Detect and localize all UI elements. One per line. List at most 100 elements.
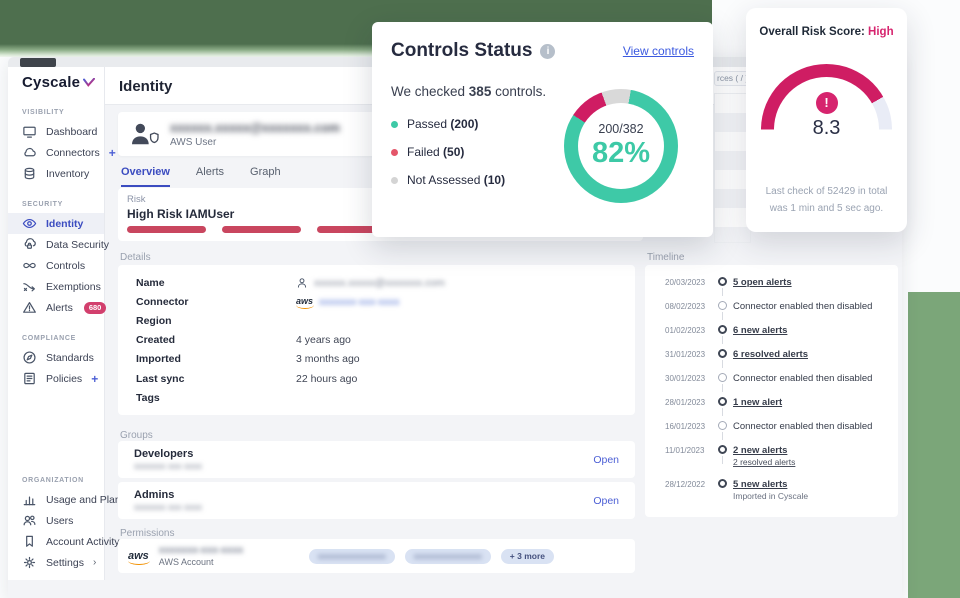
open-group-link[interactable]: Open bbox=[593, 494, 619, 507]
sidebar-item-account-activity[interactable]: Account Activity bbox=[8, 531, 120, 552]
background-right-strip bbox=[908, 292, 960, 598]
controls-summary: We checked 385 controls. bbox=[391, 84, 547, 99]
timeline-text: Connector enabled then disabled bbox=[733, 301, 873, 312]
aws-icon: aws bbox=[128, 549, 150, 565]
bookmark-icon bbox=[22, 534, 37, 549]
user-email-redacted: xxxxxx.xxxxx@xxxxxxx.com bbox=[170, 120, 340, 135]
risk-gauge bbox=[761, 64, 892, 130]
user-shield-avatar-icon bbox=[132, 123, 159, 145]
window-chrome-pill bbox=[20, 58, 56, 67]
risk-level-value: High bbox=[868, 26, 894, 38]
cloud-lock-icon bbox=[22, 237, 37, 252]
tab-bar: Overview Alerts Graph bbox=[121, 166, 281, 187]
sidebar-section-visibility: VISIBILITY bbox=[22, 109, 65, 116]
sidebar-item-policies[interactable]: Policies + bbox=[8, 368, 104, 389]
timeline-marker-icon bbox=[717, 397, 727, 406]
timeline-section-label: Timeline bbox=[647, 252, 685, 263]
chevron-right-icon[interactable]: › bbox=[92, 557, 97, 568]
sidebar-item-usage-and-plans[interactable]: Usage and Plans bbox=[8, 489, 126, 510]
group-row-developers: Developers xxxxxxx xxx xxxx Open bbox=[118, 441, 635, 478]
eye-icon bbox=[22, 216, 37, 231]
detail-row-tags: Tags bbox=[136, 391, 160, 404]
bar-chart-icon bbox=[22, 492, 37, 507]
tab-alerts[interactable]: Alerts bbox=[195, 166, 225, 178]
timeline-link[interactable]: 5 new alerts bbox=[733, 479, 788, 490]
risk-bar bbox=[222, 226, 301, 233]
aws-account-name-redacted: xxxxxxx-xxx-xxxx bbox=[158, 545, 244, 556]
timeline-link[interactable]: 6 new alerts bbox=[733, 325, 788, 336]
risk-severity-bars bbox=[127, 226, 634, 233]
timeline-marker-icon bbox=[717, 445, 727, 454]
sidebar-item-settings[interactable]: Settings › bbox=[8, 552, 104, 573]
timeline-link[interactable]: 1 new alert bbox=[733, 397, 783, 408]
risk-bar bbox=[317, 226, 396, 233]
timeline-sub-link[interactable]: 2 resolved alerts bbox=[733, 457, 796, 467]
risk-label: Risk bbox=[127, 194, 146, 205]
database-icon bbox=[22, 166, 37, 181]
sidebar-item-identity[interactable]: Identity bbox=[8, 213, 104, 234]
document-icon bbox=[22, 371, 37, 386]
gear-icon bbox=[22, 555, 37, 570]
flow-arrow-icon bbox=[22, 279, 37, 294]
sidebar-item-inventory[interactable]: Inventory bbox=[8, 163, 104, 184]
timeline-link[interactable]: 6 resolved alerts bbox=[733, 349, 808, 360]
controls-status-title: Controls Status bbox=[391, 40, 533, 61]
user-type-label: AWS User bbox=[170, 136, 217, 148]
group-sub-redacted: xxxxxxx xxx xxxx bbox=[134, 502, 203, 512]
open-group-link[interactable]: Open bbox=[593, 453, 619, 466]
failed-dot-icon bbox=[391, 148, 398, 156]
timeline-marker-icon bbox=[717, 301, 727, 310]
sidebar-item-dashboard[interactable]: Dashboard bbox=[8, 121, 104, 142]
view-controls-link[interactable]: View controls bbox=[622, 44, 694, 58]
timeline-text: Connector enabled then disabled bbox=[733, 373, 873, 384]
risk-bar bbox=[127, 226, 206, 233]
permissions-panel: aws xxxxxxx-xxx-xxxx AWS Account xxxxxxx… bbox=[118, 539, 635, 573]
sidebar-item-exemptions[interactable]: Exemptions bbox=[8, 276, 104, 297]
timeline-entry: 16/01/2023 Connector enabled then disabl… bbox=[665, 421, 898, 445]
sidebar-item-standards[interactable]: Standards bbox=[8, 347, 104, 368]
donut-fraction: 200/382 bbox=[598, 122, 644, 136]
timeline-link[interactable]: 5 open alerts bbox=[733, 277, 792, 288]
monitor-icon bbox=[22, 124, 37, 139]
group-row-admins: Admins xxxxxxx xxx xxxx Open bbox=[118, 482, 635, 519]
detail-row-imported: Imported 3 months ago bbox=[136, 353, 360, 366]
sidebar-item-connectors[interactable]: Connectors + bbox=[8, 142, 116, 163]
timeline-link[interactable]: 2 new alerts bbox=[733, 445, 788, 456]
detail-row-last-sync: Last sync 22 hours ago bbox=[136, 372, 358, 385]
warning-icon bbox=[22, 300, 37, 315]
sidebar-section-security: SECURITY bbox=[22, 201, 63, 208]
aws-account-type: AWS Account bbox=[158, 557, 214, 567]
timeline-marker-icon bbox=[717, 277, 727, 286]
permissions-section-label: Permissions bbox=[120, 528, 175, 539]
detail-row-created: Created 4 years ago bbox=[136, 334, 351, 347]
permission-chip-redacted: xxxxxxxxxxxxxxxx bbox=[308, 548, 395, 564]
plus-icon[interactable]: + bbox=[108, 145, 116, 160]
controls-legend: Passed (200) Failed (50) Not Assessed (1… bbox=[391, 117, 694, 187]
sidebar-item-data-security[interactable]: Data Security bbox=[8, 234, 109, 255]
timeline-text: Connector enabled then disabled bbox=[733, 421, 873, 432]
detail-value-redacted: xxxxxx.xxxxx@xxxxxxx.com bbox=[314, 276, 445, 289]
risk-title: High Risk IAMUser bbox=[127, 207, 235, 221]
logo-text: Cyscale bbox=[22, 73, 81, 91]
timeline-marker-icon bbox=[717, 325, 727, 334]
sidebar-item-controls[interactable]: Controls bbox=[8, 255, 104, 276]
plus-icon[interactable]: + bbox=[91, 371, 99, 386]
legend-item-not-assessed: Not Assessed (10) bbox=[391, 173, 694, 187]
info-icon[interactable]: i bbox=[540, 43, 556, 59]
background-table-sliver bbox=[714, 93, 751, 243]
sidebar-item-users[interactable]: Users bbox=[8, 510, 104, 531]
permissions-more-chip[interactable]: + 3 more bbox=[500, 548, 554, 564]
tab-graph[interactable]: Graph bbox=[250, 166, 281, 178]
timeline-marker-icon bbox=[717, 421, 727, 430]
details-section-label: Details bbox=[120, 252, 151, 263]
groups-section-label: Groups bbox=[120, 430, 153, 441]
connector-link-redacted[interactable]: xxxxxxx-xxx-xxxx bbox=[319, 295, 400, 308]
timeline-marker-icon bbox=[717, 479, 727, 488]
details-panel: Name xxxxxx.xxxxx@xxxxxxx.com Connector … bbox=[118, 265, 635, 415]
tab-overview[interactable]: Overview bbox=[121, 166, 170, 187]
detail-row-name: Name xxxxxx.xxxxx@xxxxxxx.com bbox=[136, 276, 445, 289]
timeline-entry: 01/02/2023 6 new alerts bbox=[665, 325, 898, 349]
cyscale-logo[interactable]: Cyscale bbox=[8, 70, 104, 92]
timeline-entry: 20/03/2023 5 open alerts bbox=[665, 277, 898, 301]
sidebar-item-alerts[interactable]: Alerts 680 bbox=[8, 297, 107, 318]
